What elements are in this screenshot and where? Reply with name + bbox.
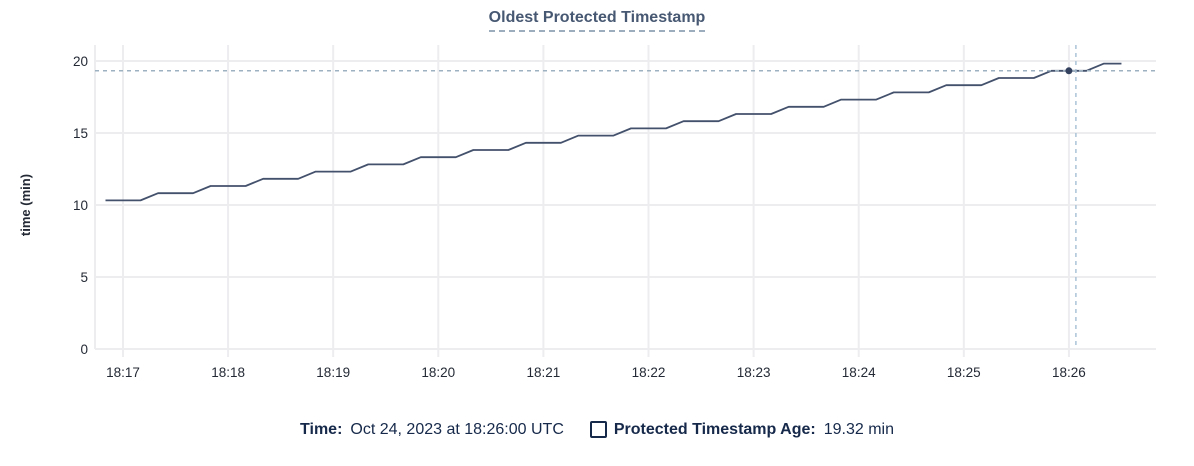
x-tick-label: 18:25 [947,365,981,380]
x-tick-label: 18:17 [106,365,140,380]
legend-series-item: Protected Timestamp Age: 19.32 min [589,419,894,440]
x-tick-label: 18:23 [737,365,771,380]
legend-time-item: Time: Oct 24, 2023 at 18:26:00 UTC [300,419,564,440]
hover-point-dot [1065,67,1073,75]
y-tick-label: 20 [73,54,88,69]
x-tick-label: 18:20 [421,365,455,380]
y-tick-label: 15 [73,126,88,141]
chart-title[interactable]: Oldest Protected Timestamp [488,9,706,32]
chart-hover-legend: Time: Oct 24, 2023 at 18:26:00 UTC Prote… [0,419,1194,440]
chart-title-row: Oldest Protected Timestamp [0,9,1194,32]
y-tick-label: 5 [80,270,88,285]
x-tick-label: 18:24 [842,365,876,380]
series-toggle-checkbox[interactable] [589,421,607,438]
x-tick-label: 18:22 [632,365,666,380]
x-tick-label: 18:26 [1052,365,1086,380]
legend-time-value: Oct 24, 2023 at 18:26:00 UTC [350,421,564,438]
y-tick-label: 10 [73,198,88,213]
x-tick-label: 18:18 [211,365,245,380]
y-tick-label: 0 [80,342,88,357]
x-tick-label: 18:19 [316,365,350,380]
y-axis-title: time (min) [18,174,33,236]
legend-series-value: 19.32 min [823,421,894,438]
legend-series-label: Protected Timestamp Age: [613,421,816,438]
data-line [105,62,1122,202]
line-chart-plot-area[interactable]: 0 5 10 15 20 18:17 18:18 18:19 18:20 18:21 18:22 18… [0,0,1194,400]
x-tick-label: 18:21 [527,365,561,380]
legend-time-label: Time: [300,421,343,438]
